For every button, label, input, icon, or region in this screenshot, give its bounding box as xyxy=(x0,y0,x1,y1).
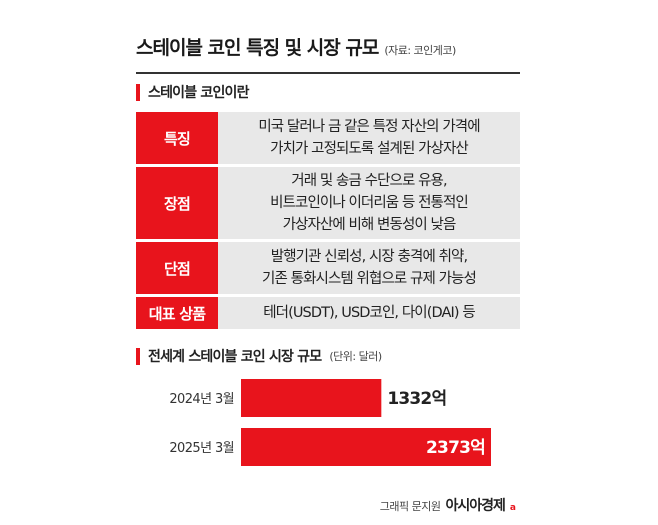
category-label: 2025년 3월 xyxy=(169,441,234,456)
section-title-market: 전세계 스테이블 코인 시장 규모 xyxy=(148,349,322,365)
row-content-pros: 거래 및 송금 수단으로 유용, 비트코인이나 이더리움 등 전통적인 가상자산… xyxy=(218,167,520,239)
row-label-products: 대표 상품 xyxy=(136,297,218,329)
content-line: 테더(USDT), USD코인, 다이(DAI) 등 xyxy=(263,305,475,321)
row-label-feature: 특징 xyxy=(136,112,218,164)
content-line: 기존 통화시스템 위협으로 규제 가능성 xyxy=(262,271,477,287)
content-line: 비트코인이나 이더리움 등 전통적인 xyxy=(270,195,469,211)
section-title-definition: 스테이블 코인이란 xyxy=(148,85,250,101)
row-content-products: 테더(USDT), USD코인, 다이(DAI) 등 xyxy=(218,297,520,329)
content-line: 거래 및 송금 수단으로 유용, xyxy=(291,173,447,189)
row-content-feature: 미국 달러나 금 같은 특정 자산의 가격에 가치가 고정되도록 설계된 가상자… xyxy=(218,112,520,164)
section-marker xyxy=(136,347,140,365)
footer: 그래픽 문지원 아시아경제 a xyxy=(380,495,516,515)
table-row-feature: 특징 미국 달러나 금 같은 특정 자산의 가격에 가치가 고정되도록 설계된 … xyxy=(136,112,520,164)
table-row-products: 대표 상품 테더(USDT), USD코인, 다이(DAI) 등 xyxy=(136,297,520,329)
row-content-cons: 발행기관 신뢰성, 시장 충격에 취약, 기존 통화시스템 위협으로 규제 가능… xyxy=(218,242,520,294)
graphic-credit: 그래픽 문지원 xyxy=(379,500,441,513)
section-marker xyxy=(136,83,140,101)
data-label: 2373억 xyxy=(426,438,485,458)
section-header-definition: 스테이블 코인이란 xyxy=(136,82,250,102)
title-divider xyxy=(136,72,520,74)
unit-note: (단위: 달러) xyxy=(329,350,382,363)
title-row: 스테이블 코인 특징 및 시장 규모 (자료: 코인게코) xyxy=(136,28,520,68)
table-row-pros: 장점 거래 및 송금 수단으로 유용, 비트코인이나 이더리움 등 전통적인 가… xyxy=(136,167,520,239)
data-label: 1332억 xyxy=(387,389,446,409)
content-line: 가상자산에 비해 변동성이 낮음 xyxy=(282,217,457,233)
bar xyxy=(241,428,491,466)
brand-mark-icon: a xyxy=(509,503,516,513)
row-label-pros: 장점 xyxy=(136,167,218,239)
page-title: 스테이블 코인 특징 및 시장 규모 xyxy=(136,37,379,59)
section-header-market: 전세계 스테이블 코인 시장 규모 (단위: 달러) xyxy=(136,346,382,366)
bar xyxy=(241,379,382,417)
content-line: 가치가 고정되도록 설계된 가상자산 xyxy=(270,141,469,157)
content-line: 발행기관 신뢰성, 시장 충격에 취약, xyxy=(270,249,468,265)
category-label: 2024년 3월 xyxy=(169,392,234,407)
row-label-cons: 단점 xyxy=(136,242,218,294)
source-note: (자료: 코인게코) xyxy=(384,44,456,57)
table-row-cons: 단점 발행기관 신뢰성, 시장 충격에 취약, 기존 통화시스템 위협으로 규제… xyxy=(136,242,520,294)
brand-logo: 아시아경제 xyxy=(445,498,506,514)
content-line: 미국 달러나 금 같은 특정 자산의 가격에 xyxy=(258,119,480,135)
